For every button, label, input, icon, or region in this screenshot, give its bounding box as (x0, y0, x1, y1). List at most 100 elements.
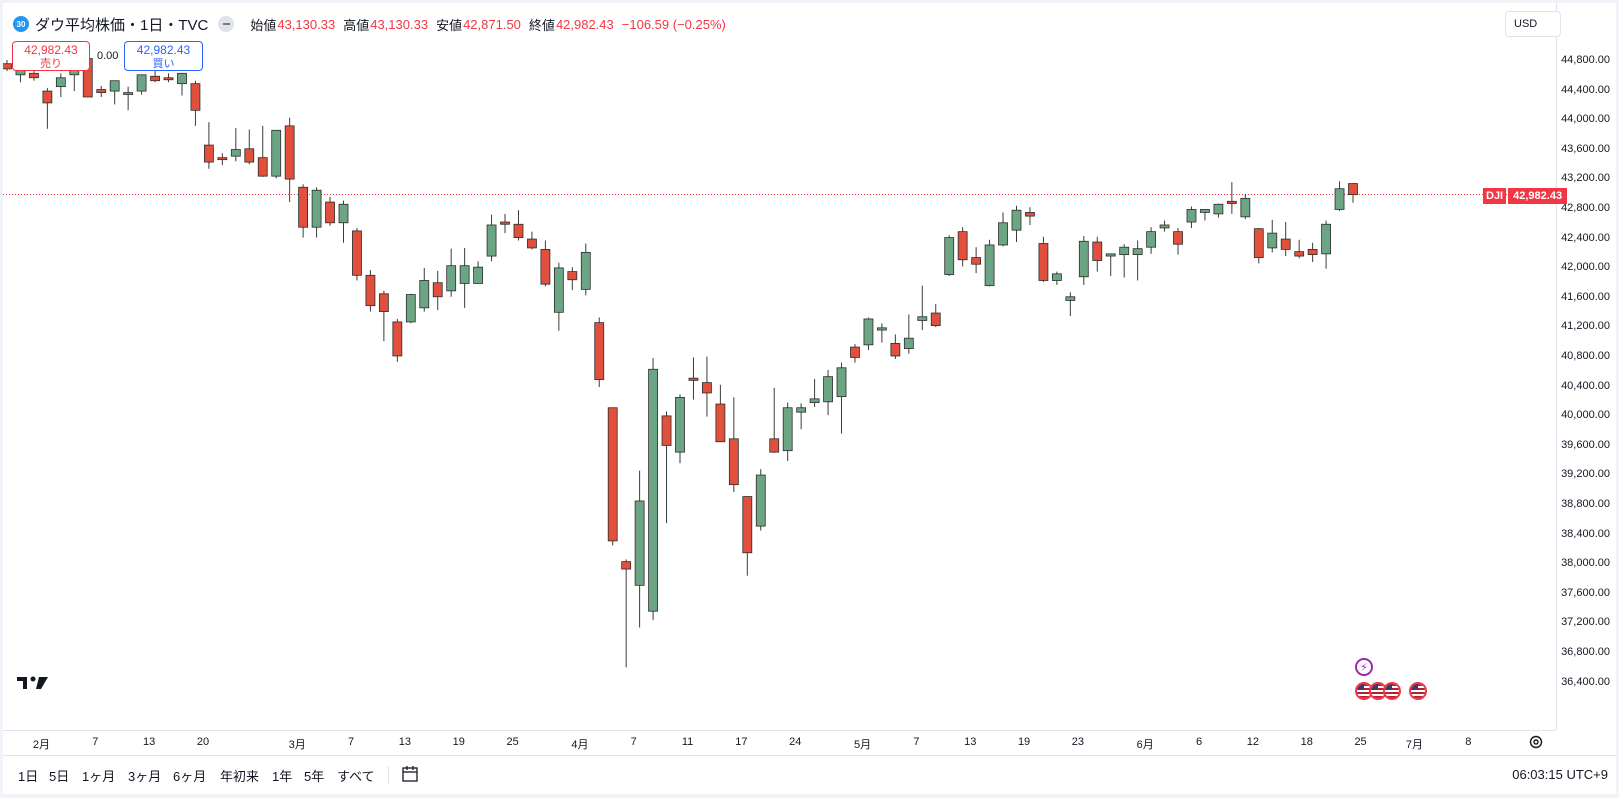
candle-down[interactable] (688, 377, 699, 381)
candle-up[interactable] (809, 398, 820, 403)
candle-up[interactable] (675, 396, 685, 453)
candle-down[interactable] (3, 63, 12, 70)
candle-up[interactable] (1119, 246, 1130, 255)
range-button-6m[interactable]: 6ヶ月 (173, 769, 207, 784)
price-axis[interactable]: 44,800.00 44,400.00 44,000.00 43,600.00 43,2… (1556, 3, 1617, 730)
candle-up[interactable] (796, 407, 807, 413)
candle-down[interactable] (567, 271, 578, 281)
us-flag-event-icon[interactable] (1369, 682, 1387, 700)
range-button-1y[interactable]: 1年 (272, 769, 293, 784)
chart-settings-gear-icon[interactable] (1528, 734, 1544, 750)
buy-button[interactable]: 42,982.43 買い (124, 41, 203, 71)
candle-up[interactable] (1159, 224, 1170, 229)
candle-down[interactable] (540, 249, 551, 285)
candle-down[interactable] (96, 89, 107, 93)
candle-up[interactable] (984, 244, 995, 287)
candle-down[interactable] (890, 342, 901, 357)
us-flag-event-icon[interactable] (1355, 682, 1373, 700)
candle-down[interactable] (715, 403, 726, 443)
sell-button[interactable]: 42,982.43 売り (12, 41, 90, 71)
candle-down[interactable] (257, 157, 268, 177)
candle-up[interactable] (1078, 240, 1089, 278)
candle-down[interactable] (378, 293, 389, 312)
range-button-1m[interactable]: 1ヶ月 (82, 769, 116, 784)
candle-down[interactable] (971, 257, 982, 265)
candle-down[interactable] (742, 496, 753, 554)
event-flash-icon[interactable]: ⚡ (1355, 658, 1373, 676)
candle-down[interactable] (957, 231, 968, 261)
range-button-5d[interactable]: 5日 (49, 769, 70, 784)
candle-down[interactable] (150, 75, 160, 82)
candle-up[interactable] (459, 265, 470, 284)
candle-up[interactable] (634, 500, 645, 586)
candle-up[interactable] (486, 224, 497, 257)
candle-down[interactable] (527, 238, 537, 249)
range-button-5y[interactable]: 5年 (304, 769, 325, 784)
candle-up[interactable] (877, 327, 887, 331)
candle-down[interactable] (1294, 251, 1305, 257)
candle-up[interactable] (136, 74, 147, 92)
range-button-3m[interactable]: 3ヶ月 (128, 769, 162, 784)
candle-up[interactable] (473, 266, 484, 284)
symbol-title[interactable]: ダウ平均株価・1日・TVC (35, 16, 209, 34)
candle-down[interactable] (769, 438, 780, 453)
candle-down[interactable] (325, 201, 335, 224)
candle-up[interactable] (1267, 232, 1278, 249)
candle-down[interactable] (217, 157, 228, 161)
candle-down[interactable] (513, 223, 524, 238)
candle-up[interactable] (1105, 253, 1116, 257)
candle-up[interactable] (123, 92, 134, 95)
candlestick-chart[interactable] (3, 3, 1556, 730)
candle-up[interactable] (823, 376, 833, 403)
candle-down[interactable] (1348, 183, 1358, 196)
candle-up[interactable] (1051, 273, 1062, 281)
candle-up[interactable] (1200, 209, 1210, 213)
candle-up[interactable] (1132, 248, 1143, 255)
candle-down[interactable] (298, 186, 309, 228)
candle-down[interactable] (1253, 228, 1264, 258)
candle-up[interactable] (1011, 209, 1022, 231)
candle-down[interactable] (621, 561, 632, 570)
candle-up[interactable] (271, 129, 282, 177)
candle-up[interactable] (648, 368, 658, 612)
candle-up[interactable] (405, 294, 416, 323)
range-button-ytd[interactable]: 年初来 (220, 769, 260, 784)
candle-up[interactable] (998, 222, 1008, 246)
candle-up[interactable] (446, 265, 457, 292)
candle-up[interactable] (836, 367, 847, 398)
currency-selector[interactable]: USD (1505, 11, 1561, 37)
chart-pane[interactable]: 30 ダウ平均株価・1日・TVC 始値 43,130.33 高値 43,130.… (3, 3, 1556, 730)
candle-up[interactable] (1146, 231, 1156, 248)
candle-up[interactable] (917, 316, 928, 321)
candle-down[interactable] (1025, 212, 1035, 217)
candle-up[interactable] (230, 149, 241, 157)
candle-down[interactable] (29, 72, 39, 79)
candle-up[interactable] (1213, 203, 1224, 215)
candle-down[interactable] (1038, 243, 1049, 281)
candle-down[interactable] (1092, 241, 1103, 261)
candle-down[interactable] (930, 312, 941, 327)
candle-up[interactable] (1186, 209, 1197, 223)
candle-up[interactable] (580, 251, 591, 290)
candle-up[interactable] (419, 280, 430, 309)
candle-up[interactable] (755, 474, 766, 527)
range-button-1d[interactable]: 1日 (18, 769, 39, 784)
candle-up[interactable] (1065, 296, 1076, 301)
candle-down[interactable] (190, 83, 201, 111)
candle-down[interactable] (607, 407, 618, 542)
us-flag-event-icon[interactable] (1409, 682, 1427, 700)
candle-up[interactable] (177, 72, 187, 85)
candle-down[interactable] (1173, 231, 1183, 245)
candle-up[interactable] (944, 237, 955, 275)
candle-up[interactable] (1334, 188, 1345, 210)
tradingview-logo-icon[interactable] (17, 675, 49, 691)
candle-down[interactable] (244, 148, 255, 163)
candle-down[interactable] (432, 282, 443, 298)
candle-up[interactable] (863, 318, 874, 346)
legend-collapse-button[interactable] (218, 16, 235, 32)
candle-down[interactable] (500, 221, 510, 225)
candle-up[interactable] (553, 267, 564, 313)
candle-down[interactable] (1280, 238, 1291, 250)
candle-up[interactable] (15, 69, 26, 76)
us-flag-event-icon[interactable] (1383, 682, 1401, 700)
